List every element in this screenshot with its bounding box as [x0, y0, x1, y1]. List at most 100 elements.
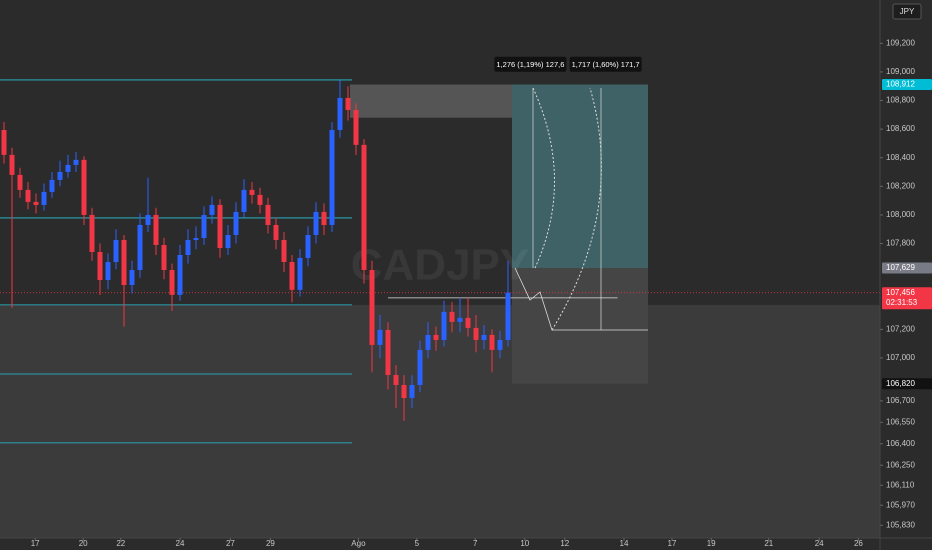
candle-body — [73, 159, 79, 165]
x-tick-label: 14 — [620, 539, 629, 548]
candle-body — [17, 174, 23, 190]
x-tick-label: 26 — [854, 539, 863, 548]
x-tick-label: 24 — [815, 539, 824, 548]
price-label: 106,820 — [886, 379, 915, 388]
candle-body — [345, 97, 351, 110]
candle-body — [241, 189, 247, 212]
x-tick-label: 10 — [520, 539, 529, 548]
measure-label-box — [494, 56, 567, 72]
currency-label: JPY — [900, 7, 915, 16]
candle-body — [121, 239, 127, 286]
candle-body — [289, 261, 295, 290]
y-tick-label: 108,400 — [886, 153, 915, 162]
measure-label: 1,276 (1,19%) 127,6 — [494, 56, 567, 72]
candle-body — [281, 239, 287, 262]
price-label-box — [882, 262, 932, 274]
y-tick-label: 107,800 — [886, 239, 915, 248]
candle-body — [449, 311, 455, 322]
candle-body — [481, 334, 487, 340]
candle-body — [25, 189, 31, 202]
candle-body — [185, 239, 191, 255]
candle-body — [201, 214, 207, 238]
price-label: 108,912 — [886, 80, 915, 89]
x-tick-label: 22 — [116, 539, 125, 548]
candle-body — [89, 214, 95, 252]
price-label-box — [882, 287, 932, 310]
y-tick-label: 106,550 — [886, 417, 915, 426]
candle-body — [417, 349, 423, 385]
candle-body — [65, 164, 71, 172]
y-tick-label: 108,600 — [886, 124, 915, 133]
candle-body — [41, 191, 47, 205]
candle-body — [505, 292, 511, 340]
candle-body — [33, 201, 39, 205]
x-tick-label: 20 — [79, 539, 88, 548]
candle-body — [169, 270, 175, 295]
watermark: CADJPY — [351, 241, 530, 290]
y-tick-label: 108,200 — [886, 181, 915, 190]
projection-curve — [551, 87, 602, 331]
candle-body — [177, 254, 183, 295]
x-tick-label: 19 — [707, 539, 716, 548]
candle-body — [425, 334, 431, 350]
price-label-box — [882, 79, 932, 91]
candle-body — [273, 224, 279, 240]
candle-body — [441, 311, 447, 340]
candle-body — [337, 97, 343, 130]
y-tick-label: 106,400 — [886, 439, 915, 448]
y-tick-label: 107,200 — [886, 324, 915, 333]
price-label-box — [882, 378, 932, 390]
candle-body — [409, 384, 415, 398]
y-tick-label: 105,970 — [886, 500, 915, 509]
candle-body — [313, 211, 319, 235]
y-tick-label: 106,700 — [886, 396, 915, 405]
measure-label-box — [569, 56, 642, 72]
y-tick-label: 106,250 — [886, 460, 915, 469]
candle-body — [401, 384, 407, 398]
candle-body — [97, 251, 103, 281]
candle-body — [265, 204, 271, 225]
candle-body — [257, 194, 263, 205]
candle-body — [161, 244, 167, 271]
x-tick-label: 12 — [560, 539, 569, 548]
candle-body — [353, 109, 359, 145]
x-tick-label: 29 — [266, 539, 275, 548]
price-label: 107,456 — [886, 288, 915, 297]
candle-body — [457, 317, 463, 322]
candle-body — [329, 129, 335, 225]
y-tick-label: 109,000 — [886, 67, 915, 76]
candle-body — [1, 129, 7, 155]
y-tick-label: 109,200 — [886, 38, 915, 47]
y-tick-label: 107,000 — [886, 353, 915, 362]
y-tick-label: 108,000 — [886, 210, 915, 219]
x-tick-label: 17 — [31, 539, 40, 548]
candle-body — [129, 270, 135, 286]
candle-body — [105, 261, 111, 281]
y-tick-label: 105,830 — [886, 520, 915, 529]
x-tick-label: 7 — [473, 539, 478, 548]
price-label: 107,629 — [886, 263, 915, 272]
measure-label-text: 1,717 (1,60%) 171,7 — [572, 60, 640, 69]
candle-body — [249, 189, 255, 195]
currency-box — [892, 3, 922, 20]
candle-body — [385, 329, 391, 375]
x-tick-label: 24 — [176, 539, 185, 548]
measure-label: 1,717 (1,60%) 171,7 — [569, 56, 642, 72]
zone — [512, 84, 648, 268]
candle-body — [233, 211, 239, 235]
candle-body — [369, 270, 375, 345]
x-tick-label: 27 — [226, 539, 235, 548]
candle-body — [297, 257, 303, 290]
candle-body — [57, 171, 63, 180]
candle-body — [193, 237, 199, 240]
candle-body — [9, 154, 15, 175]
candle-body — [393, 374, 399, 385]
candle-body — [145, 214, 151, 225]
measure-label-text: 1,276 (1,19%) 127,6 — [496, 60, 564, 69]
x-tick-label: Ago — [351, 539, 366, 548]
candle-body — [465, 317, 471, 328]
candle-body — [217, 204, 223, 248]
candle-body — [137, 224, 143, 271]
x-tick-label: 17 — [668, 539, 677, 548]
candle-body — [489, 334, 495, 350]
